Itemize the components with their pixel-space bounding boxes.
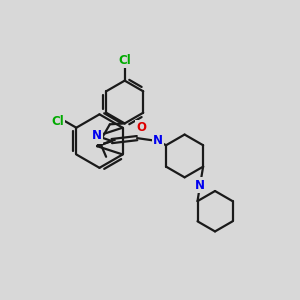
Text: N: N: [153, 134, 163, 147]
Text: N: N: [195, 178, 205, 192]
Text: Cl: Cl: [118, 54, 131, 67]
Text: Cl: Cl: [51, 115, 64, 128]
Text: N: N: [92, 130, 102, 142]
Text: O: O: [136, 121, 146, 134]
